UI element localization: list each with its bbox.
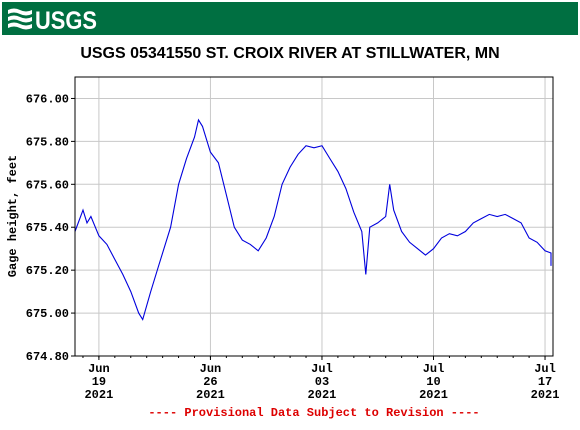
x-tick-label: 2021	[419, 388, 448, 402]
x-tick-label: 2021	[531, 388, 560, 402]
x-tick-label: 03	[315, 375, 329, 389]
x-tick-label: 19	[92, 375, 106, 389]
usgs-banner: USGS	[2, 2, 578, 35]
y-tick-label: 675.20	[26, 264, 69, 278]
y-tick-label: 675.60	[26, 178, 69, 192]
x-tick-label: 26	[203, 375, 217, 389]
y-tick-label: 675.00	[26, 307, 69, 321]
x-tick-label: Jul	[311, 362, 333, 376]
x-tick-label: Jul	[534, 362, 556, 376]
usgs-logo[interactable]: USGS	[6, 6, 98, 34]
x-tick-label: 2021	[308, 388, 337, 402]
x-axis: Jun192021Jun262021Jul032021Jul102021Jul1…	[82, 356, 560, 402]
usgs-wave-icon	[8, 8, 32, 30]
x-tick-label: Jun	[88, 362, 110, 376]
y-axis: 674.80 675.00 675.20 675.40 675.60 675.80 676.…	[26, 92, 75, 364]
y-axis-label: Gage height, feet	[6, 155, 20, 277]
y-tick-label: 675.80	[26, 135, 69, 149]
provisional-notice: ---- Provisional Data Subject to Revisio…	[148, 406, 479, 420]
plot-area	[74, 76, 554, 357]
y-tick-label: 674.80	[26, 350, 69, 364]
x-tick-label: 2021	[84, 388, 113, 402]
y-tick-label: 676.00	[26, 92, 69, 106]
x-tick-label: Jul	[423, 362, 445, 376]
chart-title: USGS 05341550 ST. CROIX RIVER AT STILLWA…	[80, 45, 499, 62]
x-tick-label: 17	[538, 375, 552, 389]
x-tick-label: 10	[426, 375, 440, 389]
x-tick-label: Jun	[200, 362, 222, 376]
x-tick-label: 2021	[196, 388, 225, 402]
series-line	[74, 118, 552, 321]
plot-border	[74, 76, 554, 357]
usgs-logo-text: USGS	[35, 7, 97, 34]
y-tick-label: 675.40	[26, 221, 69, 235]
